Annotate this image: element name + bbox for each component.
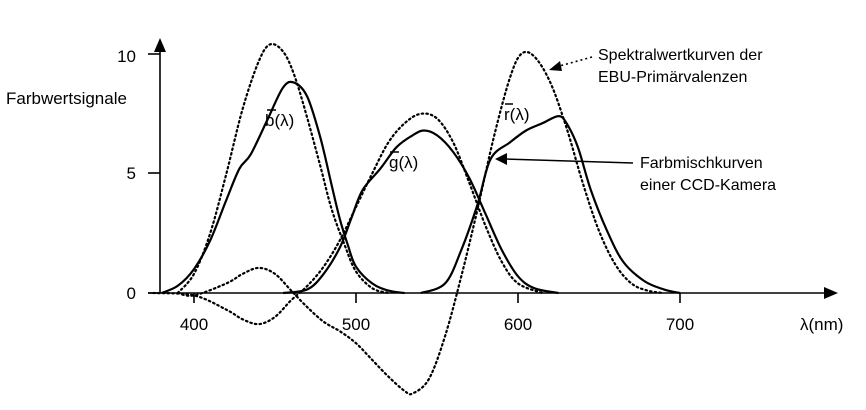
ccd-leader-line [504, 158, 634, 164]
ccd-annotation-line2: einer CCD-Kamera [640, 177, 776, 194]
curves [152, 42, 681, 396]
ebu-annotation-line2: EBU-Primärvalenzen [598, 69, 747, 86]
y-tick-label-10: 10 [117, 47, 136, 66]
x-tick-label-500: 500 [342, 315, 370, 334]
y-axis-arrow [154, 38, 166, 52]
x-tick-label-400: 400 [180, 315, 208, 334]
x-tick-label-700: 700 [666, 315, 694, 334]
ebu-annotation-line1: Spektralwertkurven der [598, 47, 763, 64]
y-axis-label: Farbwertsignale [6, 89, 127, 108]
x-axis-arrow [824, 287, 838, 299]
x-ticks [193, 293, 681, 303]
ccd-leader-arrowhead [495, 153, 507, 165]
y-tick-label-0: 0 [127, 284, 136, 303]
series-line-g-ebu [152, 112, 544, 326]
b-curve-label: b(λ) [265, 111, 294, 130]
ebu-leader-line [555, 56, 593, 68]
series-line-b-ccd [161, 80, 405, 295]
series-line-r-ebu [176, 50, 665, 396]
ccd-annotation-line1: Farbmischkurven [640, 155, 763, 172]
g-curve-label: g(λ) [389, 153, 418, 172]
r-curve-label: r(λ) [504, 105, 529, 124]
ebu-leader-arrowhead [549, 61, 562, 71]
series-line-g-ccd [282, 129, 559, 295]
x-tick-label-600: 600 [504, 315, 532, 334]
series-line-r-ccd [420, 115, 681, 295]
series-line-b-ebu [176, 42, 390, 295]
x-axis-label: λ(nm) [800, 315, 843, 334]
y-tick-label-5: 5 [127, 164, 136, 183]
